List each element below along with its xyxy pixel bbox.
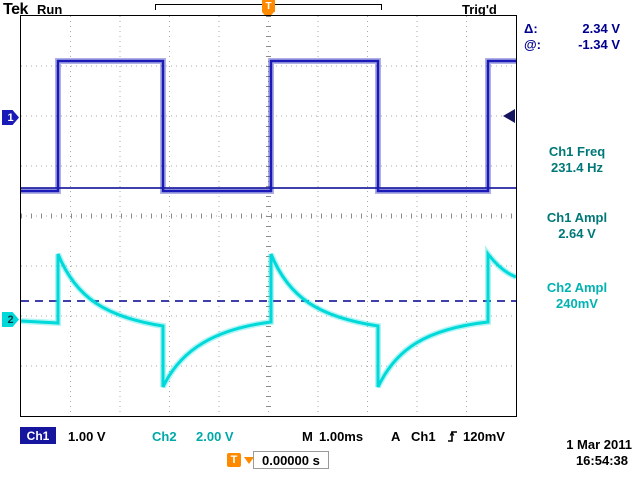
- trigger-position-icon: T: [227, 453, 241, 467]
- measurement-label: Ch2 Ampl: [546, 280, 608, 295]
- at-label: @:: [524, 37, 542, 52]
- trigger-position-marker: T: [262, 0, 275, 12]
- measurement-value: 240mV: [556, 296, 598, 311]
- trigger-position-indicator: T: [227, 452, 254, 468]
- trigger-mode-label: A: [391, 429, 401, 444]
- ch2-badge: Ch2: [152, 429, 177, 444]
- measurement-ch1-ampl: Ch1 Ampl 2.64 V: [517, 210, 637, 242]
- time-readout: 16:54:38: [575, 453, 628, 468]
- trigger-level-readout: 120mV: [463, 429, 505, 444]
- ch1-scale-readout: 1.00 V: [68, 429, 106, 444]
- measurement-label: Ch1 Freq: [548, 144, 606, 159]
- trigger-level-arrow-icon: [503, 109, 515, 123]
- at-readout: @: -1.34 V: [524, 37, 634, 53]
- ch2-scale-readout: 2.00 V: [196, 429, 234, 444]
- acquisition-status: Run: [37, 2, 63, 17]
- date-readout: 1 Mar 2011: [566, 437, 632, 452]
- measurement-label: Ch1 Ampl: [546, 210, 608, 225]
- ch1-marker: 1: [2, 110, 19, 125]
- delta-label: Δ:: [524, 21, 538, 36]
- timebase-label: M: [302, 429, 313, 444]
- ch1-trace: [21, 59, 516, 193]
- trigger-status: Trig'd: [462, 2, 497, 17]
- ch2-trace-glow: [21, 245, 516, 389]
- tek-logo: Tek: [3, 1, 28, 18]
- measurement-ch1-freq: Ch1 Freq 231.4 Hz: [517, 144, 637, 176]
- waveform-display: [21, 16, 516, 416]
- cursor-readout: Δ: 2.34 V @: -1.34 V: [524, 21, 634, 53]
- grid-center-ticks: [21, 16, 516, 416]
- rising-edge-icon: [448, 430, 457, 442]
- ch1-badge: Ch1: [20, 427, 56, 444]
- measurement-ch2-ampl: Ch2 Ampl 240mV: [517, 280, 637, 312]
- timebase-readout: 1.00ms: [319, 429, 364, 444]
- trigger-source-readout: Ch1: [411, 429, 436, 444]
- ch2-trace: [21, 249, 516, 388]
- down-arrow-icon: [244, 456, 254, 464]
- ch2-marker: 2: [2, 312, 19, 327]
- ch1-trace-fuzz: [21, 58, 516, 194]
- graticule: [20, 15, 517, 417]
- delta-readout: Δ: 2.34 V: [524, 21, 634, 37]
- measurement-value: 2.64 V: [558, 226, 596, 241]
- at-value: -1.34 V: [578, 37, 620, 52]
- measurement-value: 231.4 Hz: [550, 160, 604, 175]
- trigger-position-readout: 0.00000 s: [253, 451, 329, 469]
- delta-value: 2.34 V: [582, 21, 620, 36]
